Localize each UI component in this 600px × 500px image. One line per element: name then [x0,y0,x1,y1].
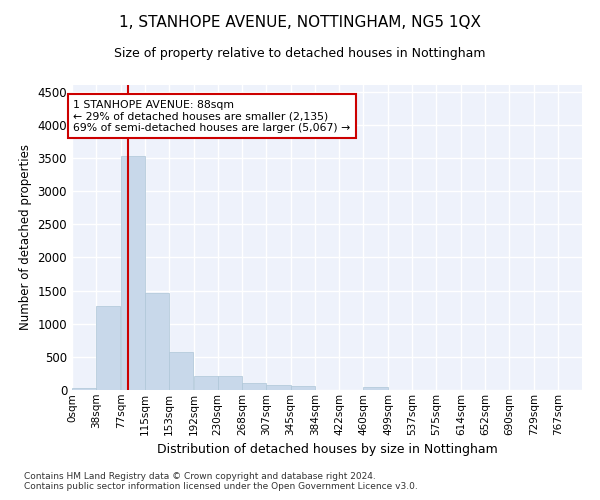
X-axis label: Distribution of detached houses by size in Nottingham: Distribution of detached houses by size … [157,443,497,456]
Bar [145,293,169,390]
Bar [194,376,218,390]
Bar [121,156,145,390]
Bar [364,387,388,390]
Text: 1, STANHOPE AVENUE, NOTTINGHAM, NG5 1QX: 1, STANHOPE AVENUE, NOTTINGHAM, NG5 1QX [119,15,481,30]
Text: Size of property relative to detached houses in Nottingham: Size of property relative to detached ho… [114,48,486,60]
Y-axis label: Number of detached properties: Number of detached properties [19,144,32,330]
Bar [242,383,266,390]
Bar [169,352,193,390]
Bar [290,386,314,390]
Text: Contains HM Land Registry data © Crown copyright and database right 2024.: Contains HM Land Registry data © Crown c… [24,472,376,481]
Bar [218,376,242,390]
Text: Contains public sector information licensed under the Open Government Licence v3: Contains public sector information licen… [24,482,418,491]
Text: 1 STANHOPE AVENUE: 88sqm
← 29% of detached houses are smaller (2,135)
69% of sem: 1 STANHOPE AVENUE: 88sqm ← 29% of detach… [73,100,350,133]
Bar [266,385,290,390]
Bar [72,388,96,390]
Bar [96,306,120,390]
